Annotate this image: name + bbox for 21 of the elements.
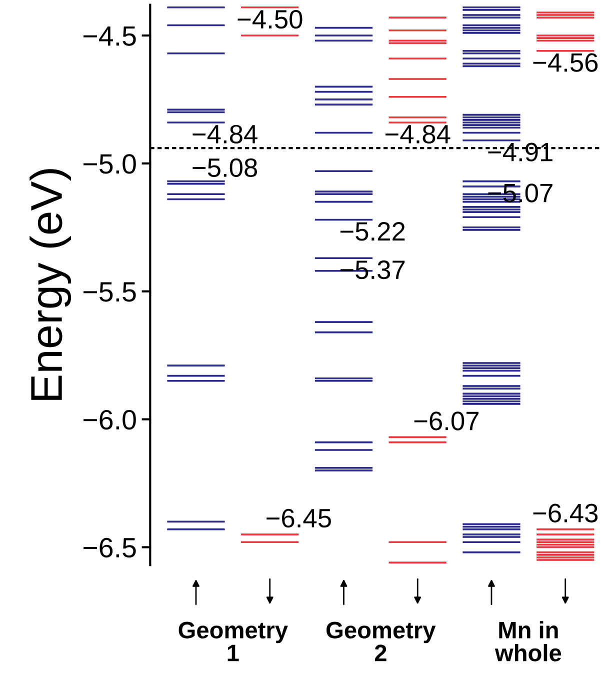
y-tick-label: −4.5 — [84, 26, 136, 46]
text: Geometry 2 — [326, 622, 436, 662]
data-label: −4.56 — [533, 53, 598, 72]
data-label: −4.84 — [192, 124, 258, 144]
data-label: −4.84 — [386, 124, 450, 144]
data-label: −5.37 — [340, 260, 405, 280]
data-label: −5.07 — [488, 184, 552, 202]
y-tick-label: −6.5 — [84, 538, 136, 558]
y-tick-label: −5.0 — [84, 154, 136, 174]
data-label: −6.43 — [533, 504, 598, 522]
data-label: −4.91 — [488, 142, 552, 162]
data-label: −4.50 — [238, 10, 302, 29]
data-label: −5.08 — [192, 158, 258, 178]
y-tick-label: −5.5 — [84, 282, 136, 302]
y-tick-label: −6.0 — [84, 410, 136, 430]
y-axis-title: Energy (eV) — [30, 169, 72, 400]
data-label: −6.45 — [266, 508, 331, 528]
text: Geometry 1 — [178, 622, 288, 662]
text: Mn in whole — [494, 621, 562, 662]
data-label: −6.07 — [414, 412, 478, 430]
data-label: −5.22 — [340, 222, 405, 241]
